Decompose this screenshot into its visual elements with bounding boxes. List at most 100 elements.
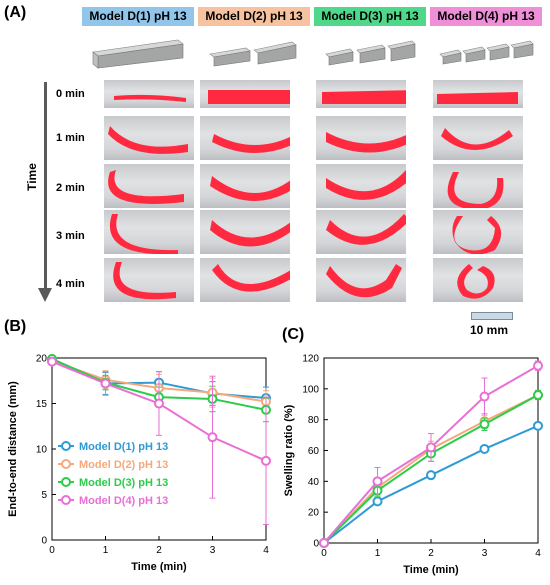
series-line (323, 394, 539, 544)
data-point (372, 476, 383, 487)
photo-d1-2min (104, 164, 194, 208)
legend-marker (61, 459, 71, 469)
legend: Model D(1) pH 13 Model D(2) pH 13 Model D(… (58, 441, 168, 507)
y-tick-label: 20 (36, 354, 48, 365)
photo-d2-3min (200, 210, 290, 254)
legend-entry: Model D(3) pH 13 (79, 477, 168, 489)
photo-d2-4min (200, 258, 290, 302)
photo-d1-4min (104, 258, 194, 302)
data-point (261, 455, 271, 466)
model-d4-shape (436, 28, 536, 70)
photo-d3-0min (316, 80, 406, 108)
chart-svg: 0 5 10 15 20 0 1 2 3 4 Time (min) End-to-end distan… (7, 354, 271, 573)
data-point (100, 378, 111, 389)
y-axis-label: Swelling ratio (%) (283, 404, 295, 496)
y-tick-label: 20 (308, 508, 320, 519)
x-tick-label: 2 (428, 548, 434, 559)
photo-d1-3min (104, 210, 194, 254)
data-point (426, 470, 436, 481)
legend-entry: Model D(4) pH 13 (79, 495, 168, 507)
panel-a-letter: (A) (4, 4, 27, 21)
time-arrow-head (38, 288, 52, 302)
model-label-d4: Model D(4) pH 13 (430, 7, 542, 26)
photo-d4-2min (433, 164, 523, 208)
photo-d3-1min (316, 116, 406, 160)
y-tick-label: 100 (302, 384, 319, 395)
model-label-d1: Model D(1) pH 13 (82, 7, 194, 26)
chart-end-to-end-distance: 0 5 10 15 20 0 1 2 3 4 Time (min) End-to-end distan… (0, 338, 280, 585)
data-point (154, 398, 164, 409)
y-tick-label: 40 (308, 477, 320, 488)
series-4 (319, 360, 543, 548)
model-label-d2: Model D(2) pH 13 (198, 7, 310, 26)
y-tick-label: 0 (41, 536, 47, 547)
data-point (533, 420, 543, 431)
time-axis-label: Time (25, 163, 39, 191)
y-tick-label: 15 (36, 399, 48, 410)
photo-d3-4min (316, 258, 406, 302)
x-tick-label: 0 (321, 548, 327, 559)
model-label-d3: Model D(3) pH 13 (314, 7, 426, 26)
photo-d1-0min (104, 80, 194, 108)
y-tick-label: 10 (36, 445, 48, 456)
series-4 (47, 356, 271, 526)
panel-b-letter: (B) (4, 318, 27, 335)
x-tick-label: 0 (49, 545, 55, 556)
row-label-2min: 2 min (56, 182, 85, 194)
x-tick-label: 1 (103, 545, 109, 556)
photo-d4-0min (433, 80, 523, 108)
model-d3-shape (320, 28, 420, 70)
data-point (479, 419, 490, 430)
y-tick-label: 0 (313, 539, 319, 550)
photo-d4-1min (433, 116, 523, 160)
legend-marker (61, 477, 71, 487)
photo-d2-0min (200, 80, 290, 108)
x-axis-label: Time (min) (131, 561, 187, 573)
photo-d4-4min (433, 258, 523, 302)
legend-entry: Model D(1) pH 13 (79, 441, 168, 453)
scale-bar (471, 312, 513, 320)
data-point (372, 496, 383, 507)
x-tick-label: 4 (263, 545, 269, 556)
row-label-1min: 1 min (56, 132, 85, 144)
panel-c-letter: (C) (282, 326, 305, 343)
data-point (479, 391, 490, 402)
row-label-0min: 0 min (56, 88, 85, 100)
legend-marker (61, 441, 71, 451)
x-tick-label: 1 (375, 548, 381, 559)
chart-svg: 0 20 40 60 80 100 120 0 1 2 3 4 Time (min) Swelling r… (283, 354, 543, 576)
model-d1-shape (88, 28, 188, 70)
model-d2-shape (204, 28, 304, 70)
data-point (426, 442, 436, 453)
photo-d2-2min (200, 164, 290, 208)
x-tick-label: 3 (210, 545, 216, 556)
data-point (479, 443, 490, 454)
row-label-3min: 3 min (56, 230, 85, 242)
legend-entry: Model D(2) pH 13 (79, 459, 168, 471)
photo-d4-3min (433, 210, 523, 254)
series-2 (319, 389, 543, 548)
photo-d2-1min (200, 116, 290, 160)
x-axis-label: Time (min) (403, 564, 459, 576)
y-tick-label: 120 (302, 354, 319, 365)
time-arrow (44, 82, 47, 290)
data-point (47, 356, 57, 367)
y-tick-label: 5 (41, 490, 47, 501)
data-point (533, 390, 543, 400)
photo-d1-1min (104, 116, 194, 160)
series-3 (319, 389, 543, 548)
x-tick-label: 3 (482, 548, 488, 559)
x-tick-label: 2 (156, 545, 162, 556)
photo-d3-3min (316, 210, 406, 254)
row-label-4min: 4 min (56, 278, 85, 290)
y-tick-label: 80 (308, 415, 320, 426)
photo-d3-2min (316, 164, 406, 208)
series-line (323, 394, 539, 544)
y-tick-label: 60 (308, 446, 320, 457)
data-point (207, 432, 218, 443)
chart-swelling-ratio: 0 20 40 60 80 100 120 0 1 2 3 4 Time (min) Swelling r… (280, 338, 550, 585)
legend-marker (61, 495, 71, 505)
data-point (319, 538, 329, 548)
x-tick-label: 4 (535, 548, 541, 559)
scale-bar-label: 10 mm (470, 323, 509, 337)
